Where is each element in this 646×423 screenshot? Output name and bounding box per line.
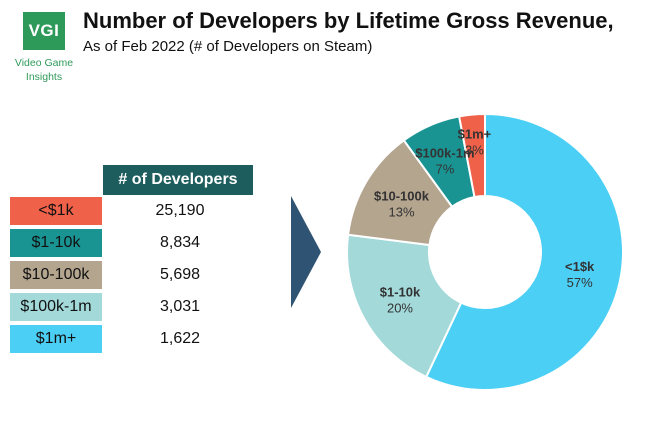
slice-percent: 20%: [387, 301, 413, 316]
row-label: $1-10k: [10, 229, 102, 257]
slice-name: <1$k: [565, 259, 595, 274]
row-value: 25,190: [155, 202, 205, 219]
table-row: $100k-1m 3,031: [10, 293, 250, 321]
row-label: $100k-1m: [10, 293, 102, 321]
donut-chart: <1$k 57%$1-10k 20%$10-100k 13%$100k-1m 7%$1m…: [346, 112, 624, 391]
table-row: <$1k 25,190: [10, 197, 250, 225]
logo-subtitle: Video Game Insights: [4, 56, 84, 84]
slice-name: $10-100k: [374, 189, 430, 204]
row-value: 5,698: [159, 266, 201, 283]
slice-label: $1-10k 20%: [380, 285, 421, 316]
table-row: $10-100k 5,698: [10, 261, 250, 289]
slice-label: $100k-1m 7%: [415, 145, 474, 176]
table-header: # of Developers: [103, 165, 253, 195]
donut-slice: [457, 112, 486, 199]
donut-slice: [424, 112, 624, 391]
slice-name: $100k-1m: [415, 145, 474, 160]
arrow-shape: [291, 196, 321, 308]
donut-slices: [346, 112, 624, 391]
donut-labels: <1$k 57%$1-10k 20%$10-100k 13%$100k-1m 7%$1m…: [374, 126, 595, 315]
slice-name: $1m+: [458, 126, 492, 141]
slice-label: $1m+ 3%: [458, 126, 492, 157]
slice-name: $1-10k: [380, 285, 421, 300]
row-label: $1m+: [10, 325, 102, 353]
table-row: $1-10k 8,834: [10, 229, 250, 257]
slice-label: <1$k 57%: [565, 259, 595, 290]
logo-sub-line1: Video Game: [14, 57, 74, 69]
row-value: 8,834: [159, 234, 201, 251]
row-value: 1,622: [159, 330, 201, 347]
slice-label: $10-100k 13%: [374, 189, 430, 220]
row-label: <$1k: [10, 197, 102, 225]
slice-percent: 7%: [435, 161, 454, 176]
chart-subtitle: As of Feb 2022 (# of Developers on Steam…: [83, 38, 373, 55]
arrow-right-icon: [291, 196, 321, 308]
row-label: $10-100k: [10, 261, 102, 289]
slice-percent: 3%: [465, 142, 484, 157]
vgi-logo: VGI: [23, 12, 65, 50]
donut-slice: [346, 233, 463, 379]
row-value: 3,031: [159, 298, 201, 315]
logo-sub-line2: Insights: [25, 71, 63, 83]
table-row: $1m+ 1,622: [10, 325, 250, 353]
chart-title: Number of Developers by Lifetime Gross R…: [83, 8, 614, 33]
slice-percent: 13%: [388, 205, 414, 220]
slice-percent: 57%: [567, 275, 593, 290]
